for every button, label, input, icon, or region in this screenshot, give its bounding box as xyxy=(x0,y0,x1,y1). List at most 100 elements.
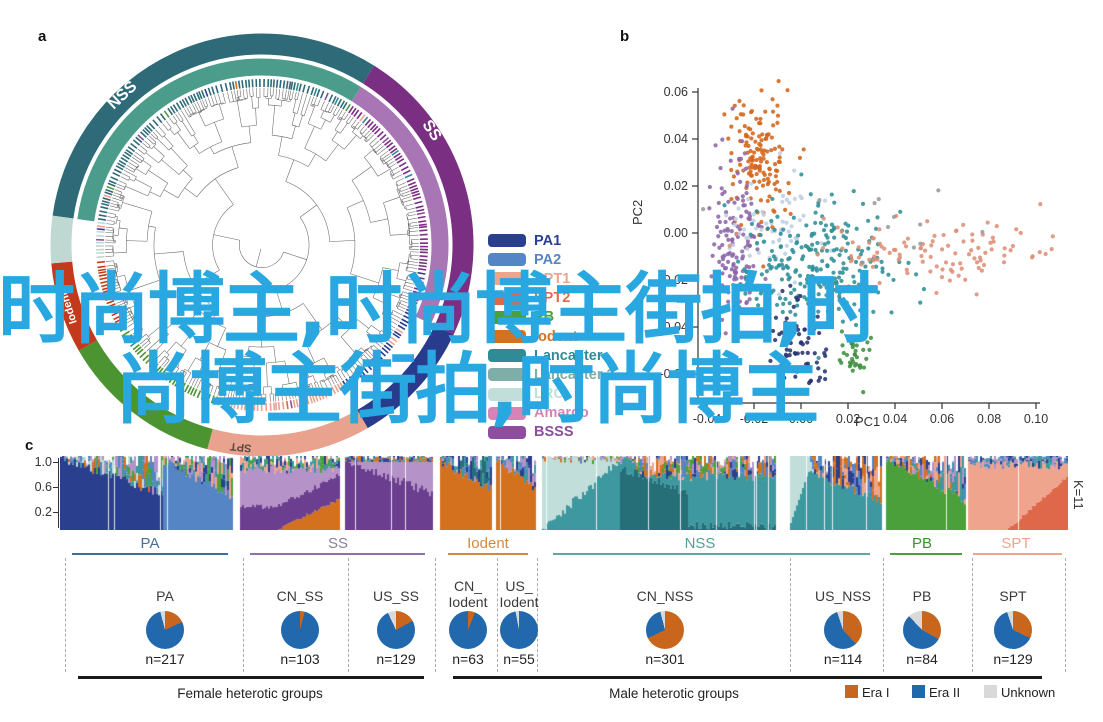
pca-y-tick: -0.06 xyxy=(660,367,689,381)
pie-title-us-nss: US_NSS xyxy=(814,588,872,604)
group-underline-nss xyxy=(553,553,870,555)
pie-n-label: n=114 xyxy=(823,651,863,667)
era-pie-cn-iodent xyxy=(449,611,487,649)
legend-item-pa2: PA2 xyxy=(488,250,615,269)
pie-group-separator xyxy=(65,558,66,672)
pie-title-cn-ss: CN_SS xyxy=(276,588,324,604)
pca-x-tick: 0.04 xyxy=(883,412,907,426)
pie-title-spt: SPT xyxy=(999,588,1027,604)
watermark-line-1: 时尚博主,时尚博主街拍,时 xyxy=(0,266,880,355)
group-label-nss: NSS xyxy=(684,535,716,552)
structure-y-tickmark xyxy=(53,462,58,463)
legend-swatch xyxy=(488,330,526,344)
legend-label: PA2 xyxy=(534,251,562,268)
pca-y-tick: 0.06 xyxy=(664,85,688,99)
panel-a-letter: a xyxy=(38,28,47,45)
pie-n-label: n=129 xyxy=(376,651,416,667)
legend-item-bsss: BSSS xyxy=(488,423,615,442)
legend-item-lrc: LRC xyxy=(488,385,615,404)
caption-male-heterotic-groups: Male heterotic groups xyxy=(609,686,739,701)
legend-swatch xyxy=(488,234,526,248)
legend-swatch xyxy=(488,368,526,382)
k-value-label: K=11 xyxy=(1071,480,1086,510)
pca-x-tick: 0.02 xyxy=(836,412,860,426)
legend-item-lancaster-2: Lancaster 2 xyxy=(488,365,615,384)
structure-y-tick: 0.6 xyxy=(34,480,52,494)
legend-swatch xyxy=(488,291,526,305)
legend-swatch xyxy=(488,349,526,363)
legend-swatch xyxy=(488,272,526,286)
pie-title-us-ss: US_SS xyxy=(373,588,419,604)
pca-y-tick: 0.04 xyxy=(664,132,688,146)
legend-label: SPT2 xyxy=(534,290,571,307)
ring-label-spt: SPT xyxy=(229,440,252,454)
pie-title-us-iodent: US_ Iodent xyxy=(499,578,539,610)
structure-axis-line xyxy=(58,458,59,528)
structure-y-tick: 0.2 xyxy=(34,505,52,519)
pie-n-label: n=217 xyxy=(145,651,185,667)
pie-n-label: n=84 xyxy=(906,651,938,667)
pie-n-label: n=55 xyxy=(503,651,535,667)
structure-y-tickmark xyxy=(53,512,58,513)
pie-group-separator xyxy=(1065,558,1066,672)
era-pie-pb xyxy=(903,611,941,649)
pie-n-label: n=63 xyxy=(452,651,484,667)
pie-n-label: n=301 xyxy=(645,651,685,667)
era-legend-label: Era II xyxy=(929,685,961,700)
pie-title-pa: PA xyxy=(156,588,174,604)
era-legend-label: Unknown xyxy=(1001,685,1056,700)
panel-b-letter: b xyxy=(620,28,630,45)
legend-item-spt2: SPT2 xyxy=(488,289,615,308)
pca-x-tick: 0.10 xyxy=(1024,412,1048,426)
pie-group-separator xyxy=(883,558,884,672)
era-pie-us-nss xyxy=(824,611,862,649)
legend-item-pa1: PA1 xyxy=(488,231,615,250)
era-legend-swatch-era-ii xyxy=(912,685,925,698)
pie-group-separator xyxy=(537,558,538,672)
legend-label: SPT1 xyxy=(534,270,571,287)
legend-label: LRC xyxy=(534,386,564,403)
pca-scatter-chart: 0.06 0.04 0.02 0.00 -0.02 -0.04 -0.06 -0.04 -0.0… xyxy=(660,78,1055,426)
heterotic-group-legend: PA1 PA2 SPT1 SPT2 PB Iodent Lancaster Lancaster… xyxy=(488,231,615,442)
legend-label: Amargo xyxy=(534,405,589,422)
group-underline-ss xyxy=(250,553,425,555)
pca-y-tick: -0.04 xyxy=(660,320,689,334)
pie-title-pb: PB xyxy=(912,588,932,604)
pca-y-tick: -0.02 xyxy=(660,273,689,287)
legend-swatch xyxy=(488,406,526,420)
era-legend-label: Era I xyxy=(862,685,890,700)
group-underline-pa xyxy=(72,553,228,555)
legend-item-amargo: Amargo xyxy=(488,404,615,423)
pie-n-label: n=129 xyxy=(993,651,1033,667)
panel-c-letter: c xyxy=(25,437,34,454)
legend-label: Lancaster 2 xyxy=(534,366,615,383)
legend-item-lancaster: Lancaster xyxy=(488,346,615,365)
pie-group-separator xyxy=(435,558,436,672)
era-pie-pa xyxy=(146,611,184,649)
caption-female-heterotic-groups: Female heterotic groups xyxy=(177,686,323,701)
pie-group-separator xyxy=(243,558,244,672)
legend-label: Iodent xyxy=(534,328,578,345)
group-label-iodent: Iodent xyxy=(467,535,509,552)
group-underline-pb xyxy=(890,553,962,555)
pca-x-tick: -0.02 xyxy=(740,412,769,426)
group-label-ss: SS xyxy=(327,535,349,552)
pca-x-tick: 0.08 xyxy=(977,412,1001,426)
legend-label: BSSS xyxy=(534,424,574,441)
structure-y-tick: 1.0 xyxy=(34,455,52,469)
pie-title-cn-nss: CN_NSS xyxy=(636,588,694,604)
group-label-spt: SPT xyxy=(1001,535,1031,552)
group-underline-spt xyxy=(973,553,1062,555)
legend-label: PA1 xyxy=(534,232,562,249)
pca-y-axis-label: PC2 xyxy=(630,199,645,225)
pie-group-separator xyxy=(348,558,349,672)
era-pie-spt xyxy=(994,611,1032,649)
era-pie-cn-nss xyxy=(646,611,684,649)
pie-n-label: n=103 xyxy=(280,651,320,667)
era-pie-us-ss xyxy=(377,611,415,649)
pca-y-tick: 0.02 xyxy=(664,179,688,193)
pie-group-separator xyxy=(790,558,791,672)
pca-y-tick: 0.00 xyxy=(664,226,688,240)
